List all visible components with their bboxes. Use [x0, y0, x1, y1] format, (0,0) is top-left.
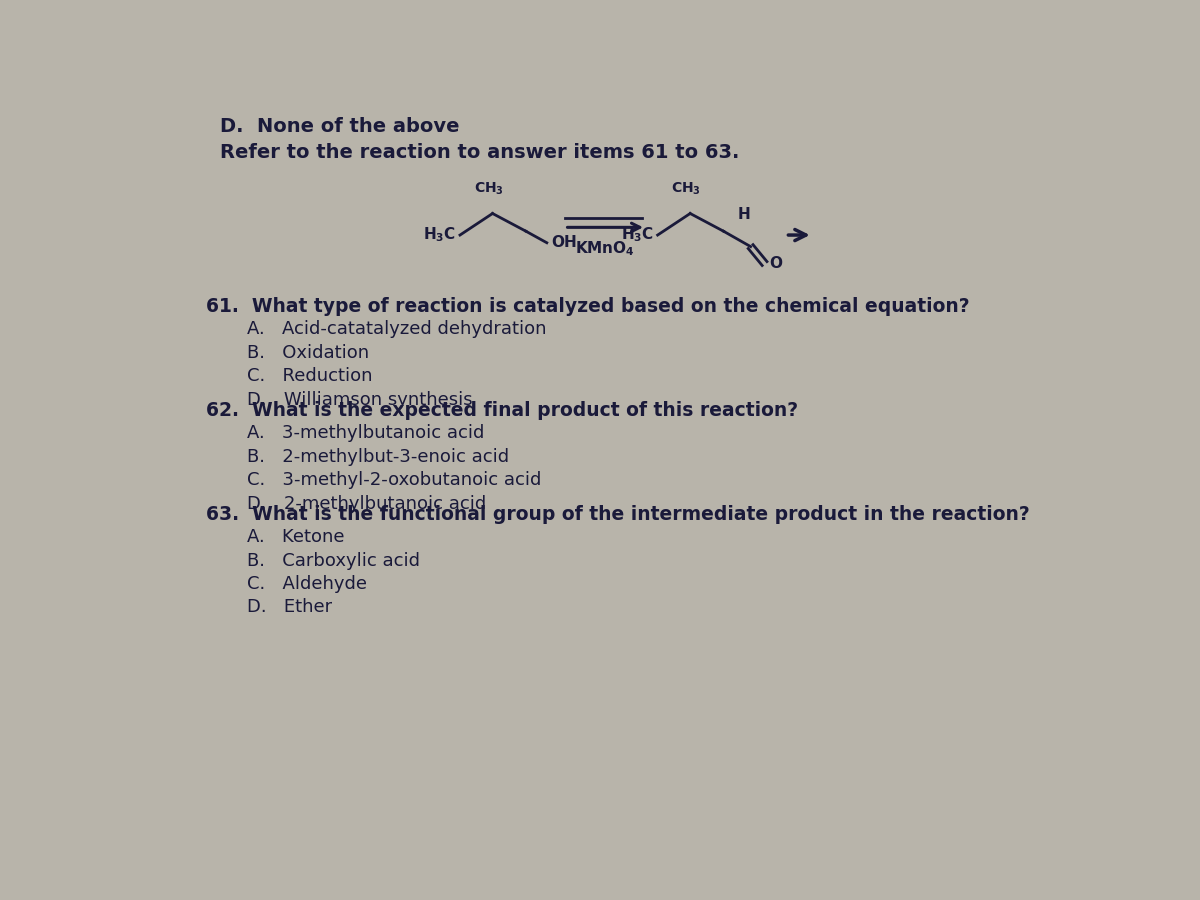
Text: 61.  What type of reaction is catalyzed based on the chemical equation?: 61. What type of reaction is catalyzed b…	[206, 297, 970, 316]
Text: 62.  What is the expected final product of this reaction?: 62. What is the expected final product o…	[206, 400, 798, 419]
Text: D.   Williamson synthesis: D. Williamson synthesis	[247, 391, 473, 409]
Text: B.   Oxidation: B. Oxidation	[247, 344, 370, 362]
Text: D.   2-methylbutanoic acid: D. 2-methylbutanoic acid	[247, 494, 486, 512]
Text: $\mathregular{H_3C}$: $\mathregular{H_3C}$	[424, 226, 456, 245]
Text: OH: OH	[552, 235, 577, 250]
Text: $\mathregular{CH_3}$: $\mathregular{CH_3}$	[474, 180, 504, 196]
Text: B.   2-methylbut-3-enoic acid: B. 2-methylbut-3-enoic acid	[247, 447, 509, 465]
Text: $\mathregular{H_3C}$: $\mathregular{H_3C}$	[620, 226, 654, 245]
Text: O: O	[769, 256, 782, 271]
Text: A.   Acid-catatalyzed dehydration: A. Acid-catatalyzed dehydration	[247, 320, 546, 338]
Text: A.   3-methylbutanoic acid: A. 3-methylbutanoic acid	[247, 424, 485, 442]
Text: H: H	[738, 207, 750, 221]
Text: C.   Reduction: C. Reduction	[247, 367, 372, 385]
Text: C.   Aldehyde: C. Aldehyde	[247, 575, 367, 593]
Text: A.   Ketone: A. Ketone	[247, 528, 344, 546]
Text: 63.  What is the functional group of the intermediate product in the reaction?: 63. What is the functional group of the …	[206, 505, 1030, 524]
Text: $\mathregular{CH_3}$: $\mathregular{CH_3}$	[671, 180, 701, 196]
Text: B.   Carboxylic acid: B. Carboxylic acid	[247, 552, 420, 570]
Text: C.   3-methyl-2-oxobutanoic acid: C. 3-methyl-2-oxobutanoic acid	[247, 471, 541, 489]
Text: D.  None of the above: D. None of the above	[220, 117, 460, 136]
Text: Refer to the reaction to answer items 61 to 63.: Refer to the reaction to answer items 61…	[220, 142, 739, 162]
Text: $\mathregular{KMnO_4}$: $\mathregular{KMnO_4}$	[575, 239, 635, 258]
Text: D.   Ether: D. Ether	[247, 598, 332, 616]
